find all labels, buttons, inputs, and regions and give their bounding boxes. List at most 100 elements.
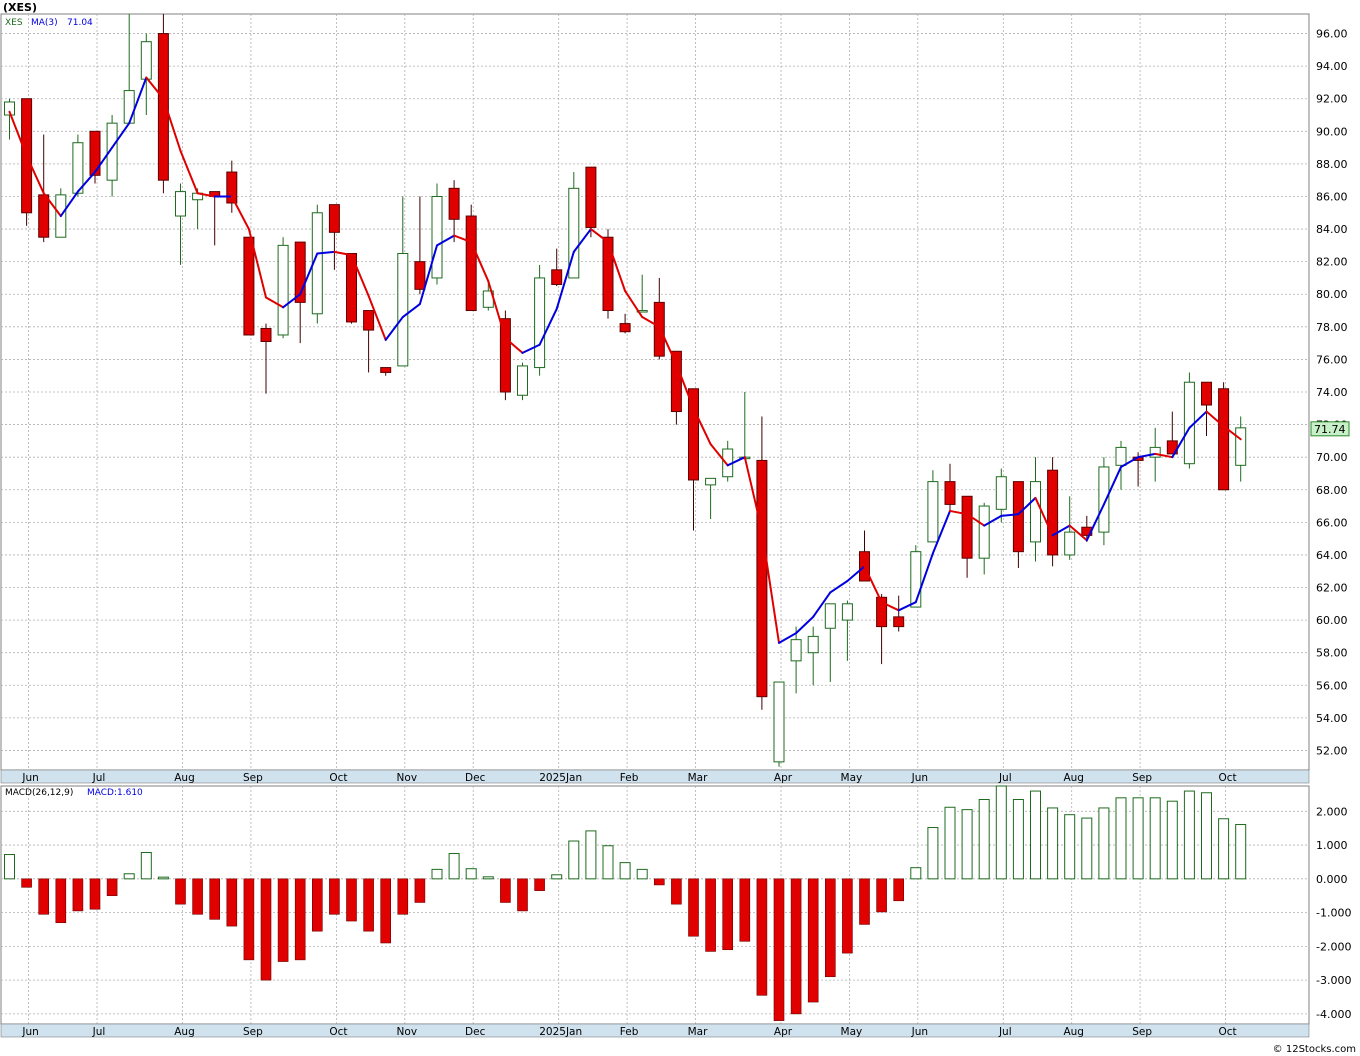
ma-line-segment <box>521 343 541 354</box>
x-tick-label: Aug <box>1063 772 1084 784</box>
macd-bar <box>311 878 323 932</box>
macd-bar <box>380 878 392 944</box>
ma-line-segment <box>778 632 798 644</box>
ma-line-segment <box>453 234 473 244</box>
x-tick-label: Sep <box>243 772 263 784</box>
ma-line-segment <box>1171 426 1191 459</box>
macd-bar <box>1030 790 1041 880</box>
ma-line-segment <box>795 615 815 635</box>
macd-y-tick-label: -4.000 <box>1316 1008 1351 1021</box>
x-tick-label: 2025Jan <box>539 772 582 784</box>
ma-line-segment <box>299 252 319 296</box>
macd-bar <box>4 854 15 880</box>
macd-bar <box>739 878 751 942</box>
macd-bar <box>1166 800 1178 880</box>
candle-body <box>619 323 631 333</box>
ma-line-segment <box>128 76 148 125</box>
price-y-tick-label: 66.00 <box>1316 516 1348 529</box>
x-tick-label: Feb <box>620 772 639 784</box>
macd-bar <box>1098 807 1110 880</box>
price-y-tick-label: 74.00 <box>1316 386 1348 399</box>
x-tick-label: Nov <box>397 1026 418 1038</box>
macd-bar <box>995 785 1007 880</box>
ma-line-segment <box>931 509 951 555</box>
macd-bar <box>1149 797 1161 880</box>
macd-bar <box>277 878 289 962</box>
x-tick-label: Sep <box>1132 1026 1152 1038</box>
ma-line-segment <box>401 303 421 319</box>
macd-bar <box>636 868 648 880</box>
macd-bar <box>773 878 785 1021</box>
macd-y-tick-label: 1.000 <box>1316 839 1348 852</box>
ma-line-segment <box>94 146 114 174</box>
x-tick-label: Oct <box>329 772 347 784</box>
macd-bar <box>1012 799 1024 880</box>
candle-body <box>397 253 409 367</box>
macd-bar <box>807 878 819 1003</box>
ma-line-segment <box>333 250 353 257</box>
price-y-tick-label: 76.00 <box>1316 353 1348 366</box>
ma-line-segment <box>1085 503 1105 542</box>
ma-line-segment <box>709 443 729 467</box>
macd-y-tick-label: -2.000 <box>1316 940 1351 953</box>
x-tick-label: Jul <box>998 1026 1012 1038</box>
macd-bar <box>329 878 340 915</box>
macd-bar <box>1115 797 1127 880</box>
macd-bar <box>500 878 511 903</box>
macd-y-tick-label: -1.000 <box>1316 907 1351 920</box>
macd-bar <box>72 878 84 912</box>
x-tick-label: Jul <box>998 772 1012 784</box>
macd-bar <box>106 878 118 897</box>
macd-bar <box>893 878 905 902</box>
macd-x-axis-bar <box>0 1023 1310 1038</box>
price-y-tick-label: 54.00 <box>1316 712 1348 725</box>
price-y-tick-label: 56.00 <box>1316 679 1348 692</box>
x-tick-label: Jun <box>911 1026 928 1038</box>
candle-body <box>363 310 375 331</box>
macd-bar <box>363 878 374 932</box>
ma-line-segment <box>247 228 267 299</box>
ma-line-segment <box>162 97 182 152</box>
candle-body <box>414 261 426 290</box>
last-price-badge <box>1310 421 1350 437</box>
ma-line-segment <box>555 250 575 310</box>
candle-body <box>1115 446 1127 466</box>
candle-body <box>243 236 255 336</box>
macd-bar <box>1064 814 1076 880</box>
ma-line-segment <box>470 241 490 283</box>
ma-line-segment <box>966 513 986 527</box>
candle-body <box>876 596 888 628</box>
last-price-label: 71.74 <box>1314 423 1346 436</box>
ma-line-segment <box>914 552 934 604</box>
x-tick-label: Feb <box>620 1026 639 1038</box>
macd-bar <box>1235 823 1247 880</box>
candle-body <box>157 33 169 181</box>
x-tick-label: Sep <box>243 1026 263 1038</box>
macd-bar <box>842 878 853 954</box>
candle-body <box>431 195 443 279</box>
ma-line-segment <box>880 601 900 612</box>
price-y-tick-label: 96.00 <box>1316 28 1348 41</box>
macd-bar <box>157 876 169 880</box>
candle-body <box>944 481 956 505</box>
price-legend-symbol: XES <box>5 18 23 28</box>
ma-line-segment <box>487 280 507 340</box>
macd-bar <box>585 830 597 880</box>
candle-body <box>927 481 939 543</box>
price-y-tick-label: 64.00 <box>1316 549 1348 562</box>
macd-bar <box>482 876 494 880</box>
macd-bar <box>294 878 306 961</box>
candle-body <box>1047 469 1059 556</box>
x-tick-label: Oct <box>1219 772 1237 784</box>
price-legend-ma-label: MA(3) <box>31 18 58 28</box>
candle-body <box>978 505 990 559</box>
ma-line-segment <box>675 363 695 410</box>
macd-bar <box>175 878 186 905</box>
candle-body <box>1218 388 1230 491</box>
ma-line-segment <box>230 195 250 231</box>
macd-bar <box>123 873 135 880</box>
macd-legend-label: MACD(26,12,9) <box>5 788 73 798</box>
macd-bar <box>978 799 990 880</box>
macd-y-tick-label: 2.000 <box>1316 805 1348 818</box>
macd-bar <box>209 878 220 920</box>
